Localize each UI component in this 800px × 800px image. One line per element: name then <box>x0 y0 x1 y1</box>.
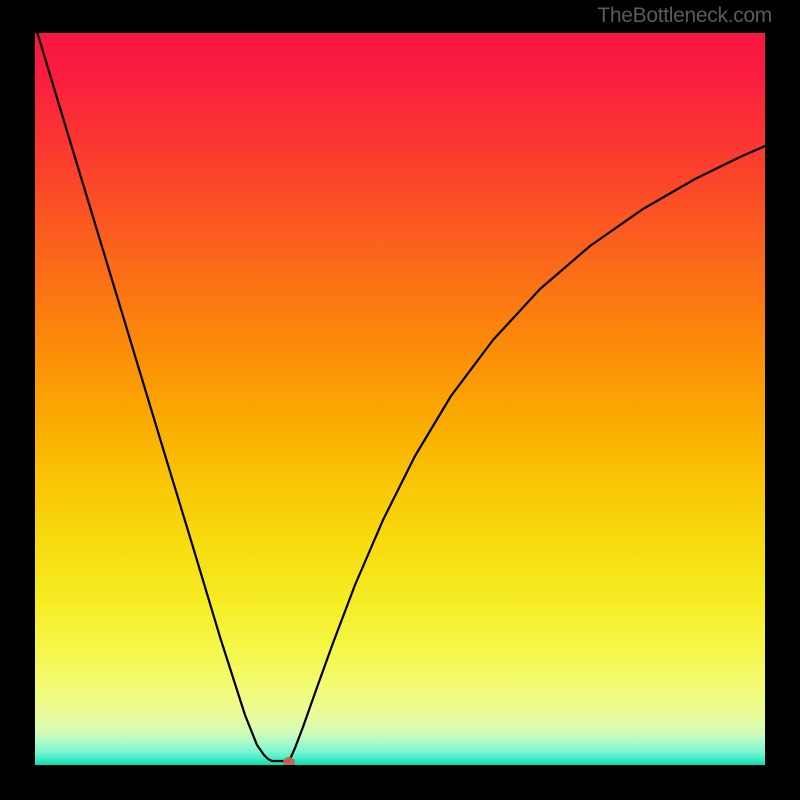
watermark-text: TheBottleneck.com <box>597 4 772 28</box>
optimum-marker <box>283 757 295 765</box>
plot-area <box>35 33 765 765</box>
bottleneck-curve <box>35 33 765 765</box>
